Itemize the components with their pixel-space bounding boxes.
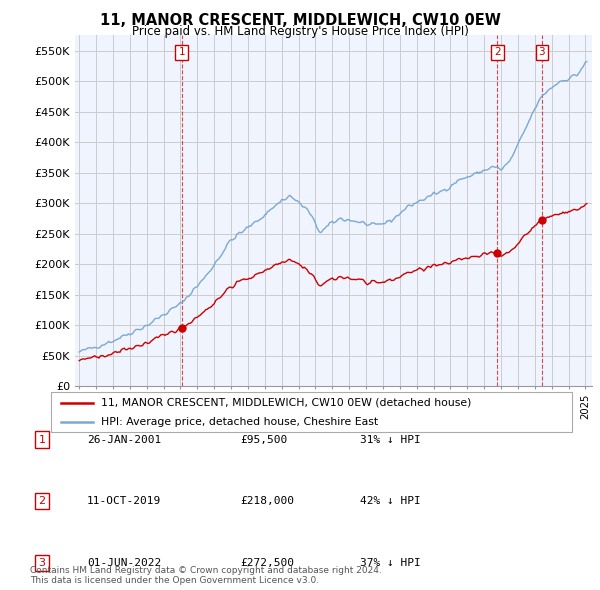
Text: 2: 2 bbox=[38, 496, 46, 506]
Text: 11, MANOR CRESCENT, MIDDLEWICH, CW10 0EW (detached house): 11, MANOR CRESCENT, MIDDLEWICH, CW10 0EW… bbox=[101, 398, 471, 408]
Text: 3: 3 bbox=[539, 47, 545, 57]
Text: 37% ↓ HPI: 37% ↓ HPI bbox=[360, 558, 421, 568]
Text: 1: 1 bbox=[38, 435, 46, 444]
FancyBboxPatch shape bbox=[50, 392, 572, 432]
Text: 2: 2 bbox=[494, 47, 500, 57]
Text: 11-OCT-2019: 11-OCT-2019 bbox=[87, 496, 161, 506]
Text: £218,000: £218,000 bbox=[240, 496, 294, 506]
Text: 26-JAN-2001: 26-JAN-2001 bbox=[87, 435, 161, 444]
Text: 01-JUN-2022: 01-JUN-2022 bbox=[87, 558, 161, 568]
Text: 31% ↓ HPI: 31% ↓ HPI bbox=[360, 435, 421, 444]
Text: HPI: Average price, detached house, Cheshire East: HPI: Average price, detached house, Ches… bbox=[101, 418, 378, 427]
Text: 1: 1 bbox=[178, 47, 185, 57]
Text: 11, MANOR CRESCENT, MIDDLEWICH, CW10 0EW: 11, MANOR CRESCENT, MIDDLEWICH, CW10 0EW bbox=[100, 13, 500, 28]
Text: 3: 3 bbox=[38, 558, 46, 568]
Text: Price paid vs. HM Land Registry's House Price Index (HPI): Price paid vs. HM Land Registry's House … bbox=[131, 25, 469, 38]
Text: £95,500: £95,500 bbox=[240, 435, 287, 444]
Text: 42% ↓ HPI: 42% ↓ HPI bbox=[360, 496, 421, 506]
Text: Contains HM Land Registry data © Crown copyright and database right 2024.
This d: Contains HM Land Registry data © Crown c… bbox=[30, 566, 382, 585]
Text: £272,500: £272,500 bbox=[240, 558, 294, 568]
